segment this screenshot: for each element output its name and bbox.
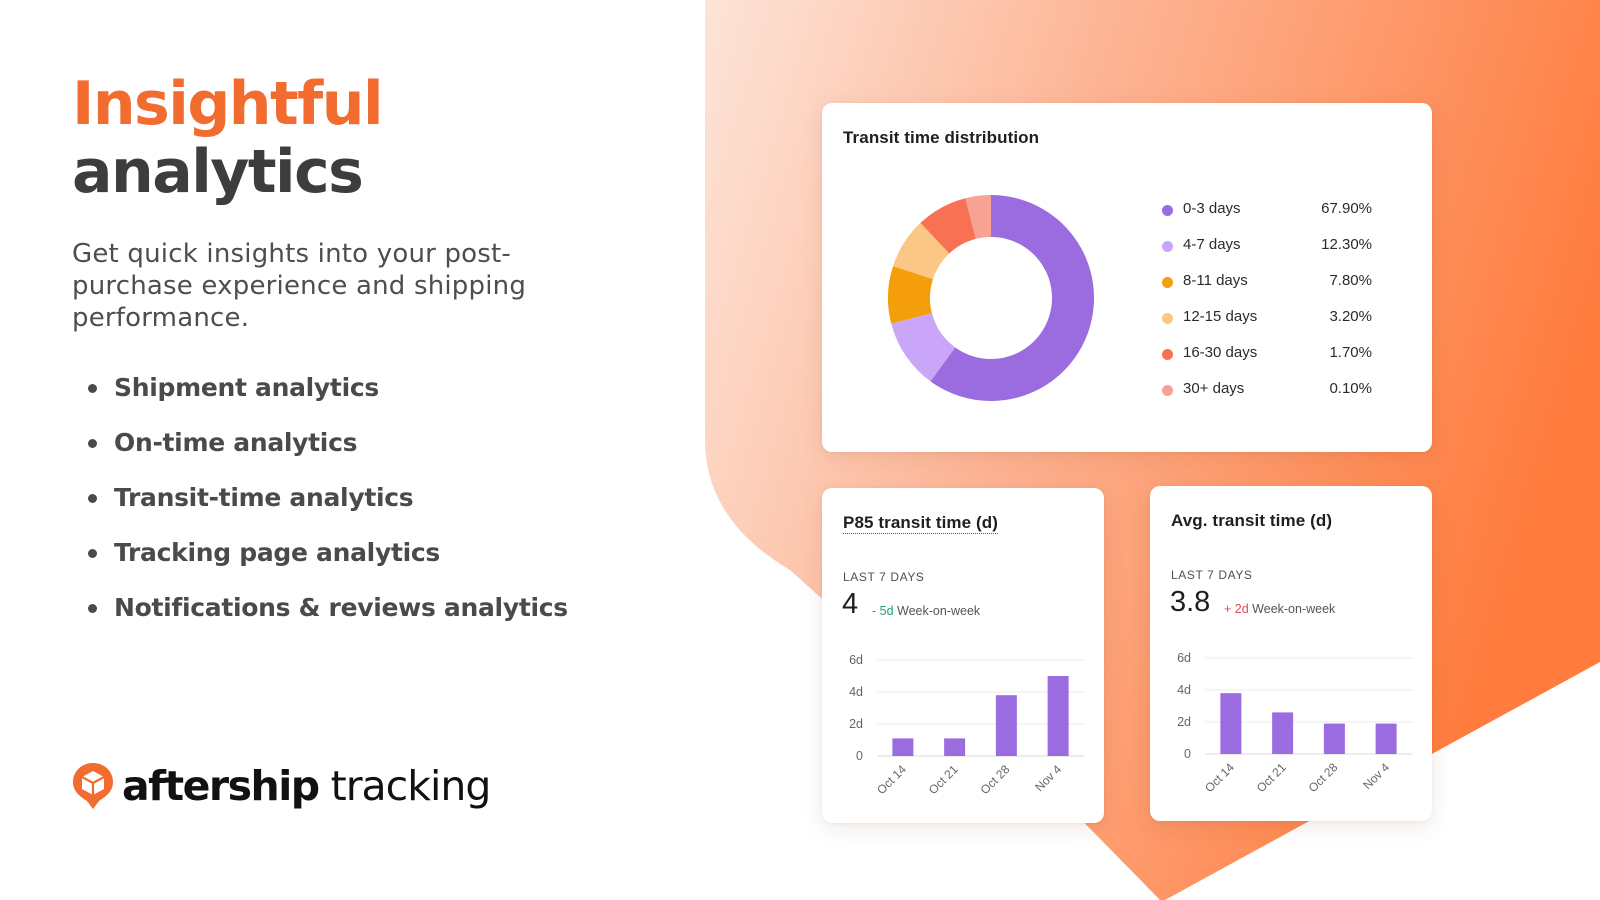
donut-slice bbox=[930, 195, 1094, 401]
y-tick-label: 6d bbox=[1177, 651, 1191, 665]
legend-item: 30+ days 0.10% bbox=[1162, 380, 1372, 416]
y-tick-label: 6d bbox=[849, 653, 863, 667]
legend-swatch bbox=[1162, 313, 1173, 324]
p85-bar-chart: 0 2d 4d 6d Oct 14 Oct 21 Oct 28 Nov 4 bbox=[849, 653, 1084, 797]
hero-title: Insightful analytics bbox=[72, 69, 384, 207]
bar bbox=[995, 695, 1017, 756]
bar bbox=[1220, 693, 1242, 754]
bar bbox=[1047, 676, 1069, 756]
y-tick-label: 2d bbox=[849, 717, 863, 731]
legend-value: 12.30% bbox=[1321, 236, 1372, 253]
legend-value: 0.10% bbox=[1329, 380, 1372, 397]
period-label: LAST 7 DAYS bbox=[843, 570, 925, 584]
card-title[interactable]: P85 transit time (d) bbox=[843, 513, 999, 534]
legend-swatch bbox=[1162, 277, 1173, 288]
bullet-icon bbox=[88, 384, 97, 393]
legend-item: 0-3 days 67.90% bbox=[1162, 200, 1372, 236]
legend-label: 30+ days bbox=[1183, 380, 1245, 397]
transit-distribution-donut-chart bbox=[888, 195, 1094, 401]
hero-title-highlight: Insightful bbox=[72, 69, 384, 139]
legend-value: 7.80% bbox=[1329, 272, 1372, 289]
legend-label: 0-3 days bbox=[1183, 200, 1241, 217]
x-tick-label: Nov 4 bbox=[1360, 760, 1392, 792]
x-tick-label: Oct 21 bbox=[1254, 760, 1289, 795]
y-tick-label: 2d bbox=[1177, 715, 1191, 729]
y-tick-label: 4d bbox=[849, 685, 863, 699]
legend-value: 67.90% bbox=[1321, 200, 1372, 217]
brand-logo: aftership tracking bbox=[72, 762, 492, 810]
period-label: LAST 7 DAYS bbox=[1171, 568, 1253, 582]
donut-slice bbox=[891, 313, 956, 382]
donut-slice bbox=[893, 222, 950, 280]
y-tick-label: 0 bbox=[856, 749, 863, 763]
y-tick-label: 0 bbox=[1184, 747, 1191, 761]
p85-transit-time-card: P85 transit time (d) LAST 7 DAYS 4 - 5d … bbox=[822, 488, 1104, 823]
legend-value: 3.20% bbox=[1329, 308, 1372, 325]
legend-item: 12-15 days 3.20% bbox=[1162, 308, 1372, 344]
brand-name-light: tracking bbox=[330, 762, 492, 810]
legend-item: 16-30 days 1.70% bbox=[1162, 344, 1372, 380]
avg-bar-chart: 0 2d 4d 6d Oct 14 Oct 21 Oct 28 Nov 4 bbox=[1177, 651, 1412, 795]
feature-item: Tracking page analytics bbox=[86, 535, 568, 590]
x-tick-label: Oct 21 bbox=[926, 762, 961, 797]
x-tick-label: Oct 14 bbox=[874, 762, 909, 797]
legend-value: 1.70% bbox=[1329, 344, 1372, 361]
legend-item: 8-11 days 7.80% bbox=[1162, 272, 1372, 308]
x-tick-label: Oct 28 bbox=[1306, 760, 1341, 795]
feature-item: On-time analytics bbox=[86, 425, 568, 480]
donut-slice bbox=[920, 198, 976, 254]
legend-label: 8-11 days bbox=[1183, 272, 1248, 289]
legend-swatch bbox=[1162, 349, 1173, 360]
legend-label: 16-30 days bbox=[1183, 344, 1258, 361]
x-tick-label: Nov 4 bbox=[1032, 762, 1064, 794]
delta-value: + 2d bbox=[1224, 602, 1249, 616]
bullet-icon bbox=[88, 439, 97, 448]
avg-transit-time-card: Avg. transit time (d) LAST 7 DAYS 3.8 + … bbox=[1150, 486, 1432, 821]
bar bbox=[1323, 723, 1345, 754]
delta-value: - 5d bbox=[872, 604, 894, 618]
bar bbox=[1272, 712, 1294, 754]
x-tick-label: Oct 14 bbox=[1202, 760, 1237, 795]
feature-item: Notifications & reviews analytics bbox=[86, 590, 568, 645]
transit-distribution-card: Transit time distribution 0-3 days 67.90%… bbox=[822, 103, 1432, 452]
delta-label: Week-on-week bbox=[1252, 602, 1336, 616]
legend-swatch bbox=[1162, 205, 1173, 216]
x-tick-label: Oct 28 bbox=[978, 762, 1013, 797]
legend-label: 12-15 days bbox=[1183, 308, 1258, 325]
bullet-icon bbox=[88, 604, 97, 613]
chart-legend: 0-3 days 67.90% 4-7 days 12.30% 8-11 days 7… bbox=[1162, 200, 1372, 416]
metric-value: 4 bbox=[842, 588, 859, 620]
feature-item: Transit-time analytics bbox=[86, 480, 568, 535]
brand-name-bold: aftership bbox=[122, 762, 320, 810]
bullet-icon bbox=[88, 549, 97, 558]
week-on-week-delta: - 5d Week-on-week bbox=[872, 604, 980, 618]
hero-title-main: analytics bbox=[72, 137, 364, 207]
delta-label: Week-on-week bbox=[897, 604, 981, 618]
legend-item: 4-7 days 12.30% bbox=[1162, 236, 1372, 272]
donut-slice bbox=[965, 195, 991, 239]
bullet-icon bbox=[88, 494, 97, 503]
donut-slice bbox=[888, 266, 933, 324]
metric-value: 3.8 bbox=[1170, 586, 1211, 618]
hero-subtitle: Get quick insights into your post-purcha… bbox=[72, 239, 527, 333]
card-title: Avg. transit time (d) bbox=[1171, 511, 1333, 530]
week-on-week-delta: + 2d Week-on-week bbox=[1224, 602, 1335, 616]
legend-swatch bbox=[1162, 385, 1173, 396]
box-logo-icon bbox=[73, 763, 113, 809]
feature-list: Shipment analytics On-time analytics Tra… bbox=[86, 370, 568, 645]
bar bbox=[944, 738, 966, 756]
bar bbox=[892, 738, 914, 756]
feature-item: Shipment analytics bbox=[86, 370, 568, 425]
y-tick-label: 4d bbox=[1177, 683, 1191, 697]
card-title: Transit time distribution bbox=[843, 128, 1040, 147]
legend-label: 4-7 days bbox=[1183, 236, 1241, 253]
bar bbox=[1375, 723, 1397, 754]
legend-swatch bbox=[1162, 241, 1173, 252]
